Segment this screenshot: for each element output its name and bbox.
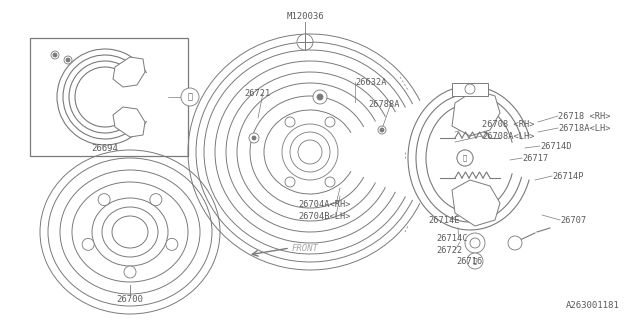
Polygon shape — [452, 83, 488, 96]
Circle shape — [467, 253, 483, 269]
Text: 26708A<LH>: 26708A<LH> — [482, 132, 534, 140]
Circle shape — [290, 132, 330, 172]
Text: 26717: 26717 — [522, 154, 548, 163]
Polygon shape — [452, 90, 500, 136]
Text: ①: ① — [188, 92, 193, 101]
Text: 26722: 26722 — [436, 245, 462, 254]
Circle shape — [461, 154, 469, 162]
Polygon shape — [113, 57, 145, 87]
Circle shape — [124, 266, 136, 278]
Circle shape — [252, 136, 256, 140]
Text: 26721: 26721 — [244, 89, 270, 98]
Circle shape — [64, 56, 72, 64]
Text: 26704B<LH>: 26704B<LH> — [298, 212, 351, 220]
Text: 26694: 26694 — [92, 143, 118, 153]
Circle shape — [285, 177, 295, 187]
Text: 26716: 26716 — [456, 258, 483, 267]
Circle shape — [282, 124, 338, 180]
Text: 26707: 26707 — [560, 215, 586, 225]
Text: A263001181: A263001181 — [566, 301, 620, 310]
Circle shape — [98, 194, 110, 206]
Circle shape — [465, 233, 485, 253]
Polygon shape — [113, 107, 145, 137]
Polygon shape — [452, 180, 500, 226]
Circle shape — [298, 140, 322, 164]
Circle shape — [285, 117, 295, 127]
Text: ①: ① — [463, 155, 467, 161]
Text: 26718 <RH>: 26718 <RH> — [558, 111, 611, 121]
Circle shape — [470, 238, 480, 248]
Circle shape — [508, 236, 522, 250]
Text: 26632A: 26632A — [355, 77, 387, 86]
Circle shape — [150, 194, 162, 206]
Circle shape — [380, 128, 384, 132]
Circle shape — [297, 34, 313, 50]
Text: M120036: M120036 — [286, 12, 324, 20]
Text: 26700: 26700 — [116, 295, 143, 305]
Text: 26718A<LH>: 26718A<LH> — [558, 124, 611, 132]
Text: 26714C: 26714C — [436, 234, 467, 243]
Text: 26704A<RH>: 26704A<RH> — [298, 199, 351, 209]
Text: ①: ① — [473, 258, 477, 264]
Circle shape — [82, 238, 94, 250]
Circle shape — [465, 84, 475, 94]
Text: 26708 <RH>: 26708 <RH> — [482, 119, 534, 129]
Circle shape — [51, 51, 59, 59]
Text: 26714D: 26714D — [540, 141, 572, 150]
Text: 26714P: 26714P — [552, 172, 584, 180]
Circle shape — [325, 117, 335, 127]
Text: 26714E: 26714E — [428, 215, 460, 225]
Circle shape — [181, 88, 199, 106]
Circle shape — [457, 150, 473, 166]
Circle shape — [166, 238, 178, 250]
Circle shape — [325, 177, 335, 187]
Circle shape — [378, 126, 386, 134]
Circle shape — [457, 150, 473, 166]
Circle shape — [249, 133, 259, 143]
Circle shape — [53, 53, 57, 57]
Bar — [30, 38, 188, 156]
Circle shape — [317, 94, 323, 100]
Text: 26788A: 26788A — [368, 100, 399, 108]
Text: FRONT: FRONT — [292, 244, 319, 252]
Circle shape — [313, 90, 327, 104]
Circle shape — [66, 58, 70, 62]
